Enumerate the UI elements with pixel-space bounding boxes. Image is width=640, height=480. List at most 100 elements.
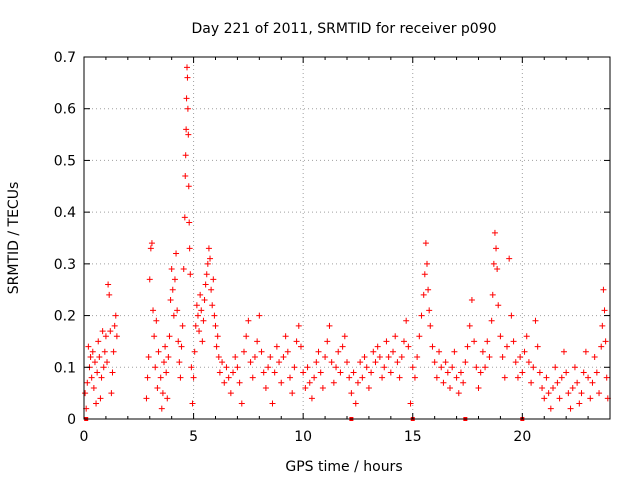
data-point (475, 384, 482, 391)
data-point (107, 328, 114, 335)
data-point (489, 291, 496, 298)
data-point (396, 374, 403, 381)
data-point (324, 338, 331, 345)
data-point (552, 364, 559, 371)
data-point (501, 374, 508, 381)
data-point (601, 307, 608, 314)
data-point (173, 250, 180, 257)
data-point (539, 384, 546, 391)
data-point (328, 359, 335, 366)
data-point (534, 343, 541, 350)
data-point (267, 353, 274, 360)
data-point (376, 353, 383, 360)
data-point (444, 369, 451, 376)
data-point (269, 400, 276, 407)
data-point (471, 338, 478, 345)
data-point (147, 245, 154, 252)
data-point (565, 390, 572, 397)
data-point (455, 390, 462, 397)
data-point (464, 343, 471, 350)
data-point (547, 405, 554, 412)
data-point (234, 364, 241, 371)
data-point (202, 281, 209, 288)
data-point (357, 359, 364, 366)
data-point (273, 343, 280, 350)
data-point (541, 395, 548, 402)
data-point (387, 369, 394, 376)
data-point (302, 384, 309, 391)
data-point (200, 317, 207, 324)
data-point (385, 353, 392, 360)
data-point (282, 333, 289, 340)
y-tick-label: 0.3 (54, 257, 76, 273)
data-point (209, 302, 216, 309)
data-point (179, 322, 186, 329)
data-point (344, 359, 350, 366)
data-point (271, 369, 278, 376)
data-point (335, 348, 342, 355)
data-point (499, 353, 506, 360)
data-point (94, 369, 101, 376)
chart-title: Day 221 of 2011, SRMTID for receiver p09… (191, 21, 496, 37)
data-point (317, 369, 324, 376)
data-point (304, 364, 311, 371)
data-point (194, 312, 201, 319)
data-point (178, 343, 185, 350)
data-point (174, 307, 181, 314)
data-point (379, 374, 386, 381)
data-point (440, 379, 447, 386)
data-point (181, 214, 188, 221)
y-tick-label: 0.4 (54, 205, 76, 221)
x-tick-label: 10 (294, 429, 312, 445)
data-point (602, 338, 609, 345)
data-point (313, 359, 320, 366)
data-point (254, 338, 261, 345)
data-point (580, 369, 587, 376)
data-point (433, 374, 440, 381)
data-point (558, 374, 565, 381)
data-point (212, 322, 219, 329)
data-point (414, 353, 421, 360)
data-point (151, 333, 158, 340)
data-point (523, 333, 530, 340)
data-point (100, 364, 107, 371)
data-point (416, 333, 423, 340)
data-point (110, 348, 117, 355)
data-point (449, 364, 456, 371)
data-point (197, 291, 204, 298)
data-points (82, 64, 611, 421)
data-point (466, 322, 473, 329)
data-point (95, 338, 102, 345)
data-point (207, 255, 214, 262)
data-point (191, 348, 198, 355)
data-point (143, 395, 150, 402)
data-point (512, 359, 519, 366)
data-point (97, 395, 104, 402)
data-point (247, 359, 254, 366)
data-point (295, 322, 302, 329)
data-point (528, 379, 535, 386)
data-point (185, 131, 192, 138)
data-point (84, 379, 91, 386)
data-point (85, 343, 92, 350)
data-point (109, 369, 116, 376)
data-point (159, 390, 166, 397)
data-point (479, 348, 486, 355)
data-point (503, 343, 510, 350)
data-point (361, 353, 368, 360)
data-point (164, 395, 171, 402)
x-tick-label: 20 (513, 429, 531, 445)
data-point (176, 359, 183, 366)
data-point (436, 348, 443, 355)
data-point (493, 245, 500, 252)
data-point (374, 343, 381, 350)
data-point (189, 400, 196, 407)
data-point (337, 369, 344, 376)
data-point (603, 374, 610, 381)
data-point (514, 374, 521, 381)
data-point (260, 369, 267, 376)
data-point (403, 317, 410, 324)
data-point (521, 348, 528, 355)
data-point (158, 405, 165, 412)
data-point (315, 348, 322, 355)
